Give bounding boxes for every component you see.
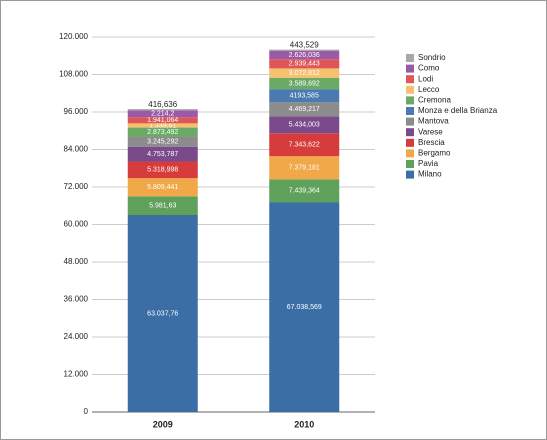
legend-label: Sondrio <box>418 53 446 62</box>
value-label: 5.318,998 <box>147 167 178 174</box>
value-label: 2.214,2 <box>151 111 174 118</box>
legend-swatch <box>406 64 414 73</box>
value-label: 63.037,76 <box>147 310 178 317</box>
value-label: 1.941,064 <box>147 117 178 124</box>
bar-segment <box>127 117 198 124</box>
value-label: 2.626,036 <box>289 52 320 59</box>
bar-segment <box>269 116 340 134</box>
value-label: 3.589,692 <box>289 80 320 87</box>
value-label: 5.434,003 <box>289 122 320 129</box>
value-label: 7.439,364 <box>289 188 320 195</box>
legend-swatch <box>406 170 414 179</box>
value-label: 7.343,622 <box>289 142 320 149</box>
legend-swatch <box>406 96 414 105</box>
bar-segment <box>127 196 198 216</box>
value-label: 443,529 <box>290 41 319 50</box>
bar-segment <box>269 89 340 103</box>
value-label: 2.939,443 <box>289 61 320 68</box>
y-tick-label: 108.000 <box>59 70 88 79</box>
value-label: 5.809,441 <box>147 184 178 191</box>
y-tick-label: 48.000 <box>64 257 89 266</box>
y-tick-label: 84.000 <box>64 145 89 154</box>
value-label: 5.981,63 <box>149 203 176 210</box>
legend-label: Pavia <box>418 159 439 168</box>
legend-label: Lodi <box>418 74 433 83</box>
value-label: 3.072,812 <box>289 70 320 77</box>
bar-segment <box>269 49 340 51</box>
value-label: 416,636 <box>148 100 177 109</box>
legend-label: Bergamo <box>418 149 451 158</box>
legend-swatch <box>406 160 414 168</box>
bar-segment <box>127 161 198 179</box>
legend-label: Mantova <box>418 117 449 126</box>
legend-label: Milano <box>418 170 442 179</box>
value-label: 67.038,569 <box>287 304 322 311</box>
bar-segment <box>269 77 340 90</box>
bar-segment <box>269 156 340 180</box>
y-tick-label: 96.000 <box>64 107 89 116</box>
bar-segment <box>269 133 340 157</box>
y-tick-label: 72.000 <box>64 182 89 191</box>
bar-segment <box>127 146 198 162</box>
bar-segment <box>127 123 198 128</box>
value-label: 4.469,217 <box>289 106 320 113</box>
y-tick-label: 36.000 <box>64 295 89 304</box>
legend-label: Lecco <box>418 85 440 94</box>
x-tick-label: 2010 <box>294 419 314 429</box>
legend-label: Monza e della Brianza <box>418 106 498 115</box>
legend-label: Cremona <box>418 96 451 105</box>
bar-segment <box>269 179 340 203</box>
value-label: 1.339,61 <box>149 122 176 129</box>
legend-label: Varese <box>418 127 443 136</box>
legend-swatch <box>406 75 414 84</box>
legend-swatch <box>406 138 414 147</box>
bar-segment <box>269 59 340 69</box>
bar-segment <box>269 68 340 78</box>
legend-swatch <box>406 117 414 126</box>
legend-label: Brescia <box>418 138 445 147</box>
x-tick-label: 2009 <box>153 419 173 429</box>
bar-segment <box>127 178 198 197</box>
value-label: 3.245,292 <box>147 138 178 145</box>
bar-segment <box>127 127 198 137</box>
bar-segment <box>269 102 340 117</box>
value-label: 4.753,787 <box>147 151 178 158</box>
y-tick-label: 120.000 <box>59 32 88 41</box>
value-label: 7.379,181 <box>289 165 320 172</box>
y-tick-label: 24.000 <box>64 332 89 341</box>
bar-segment <box>127 110 198 118</box>
legend-swatch <box>406 107 414 115</box>
bar-segment <box>269 50 340 60</box>
bar-segment <box>127 136 198 147</box>
legend-swatch <box>406 149 414 158</box>
value-label: 2.873,492 <box>147 129 178 136</box>
bar-segment <box>127 109 198 111</box>
legend-swatch <box>406 85 414 94</box>
value-label: 4193,585 <box>290 93 319 100</box>
legend-swatch <box>406 54 414 62</box>
y-tick-label: 60.000 <box>64 220 89 229</box>
y-tick-label: 12.000 <box>64 370 89 379</box>
bar-segment <box>127 215 198 412</box>
legend-swatch <box>406 128 414 137</box>
bar-segment <box>269 202 340 412</box>
legend-label: Como <box>418 64 440 73</box>
y-tick-label: 0 <box>84 407 89 416</box>
